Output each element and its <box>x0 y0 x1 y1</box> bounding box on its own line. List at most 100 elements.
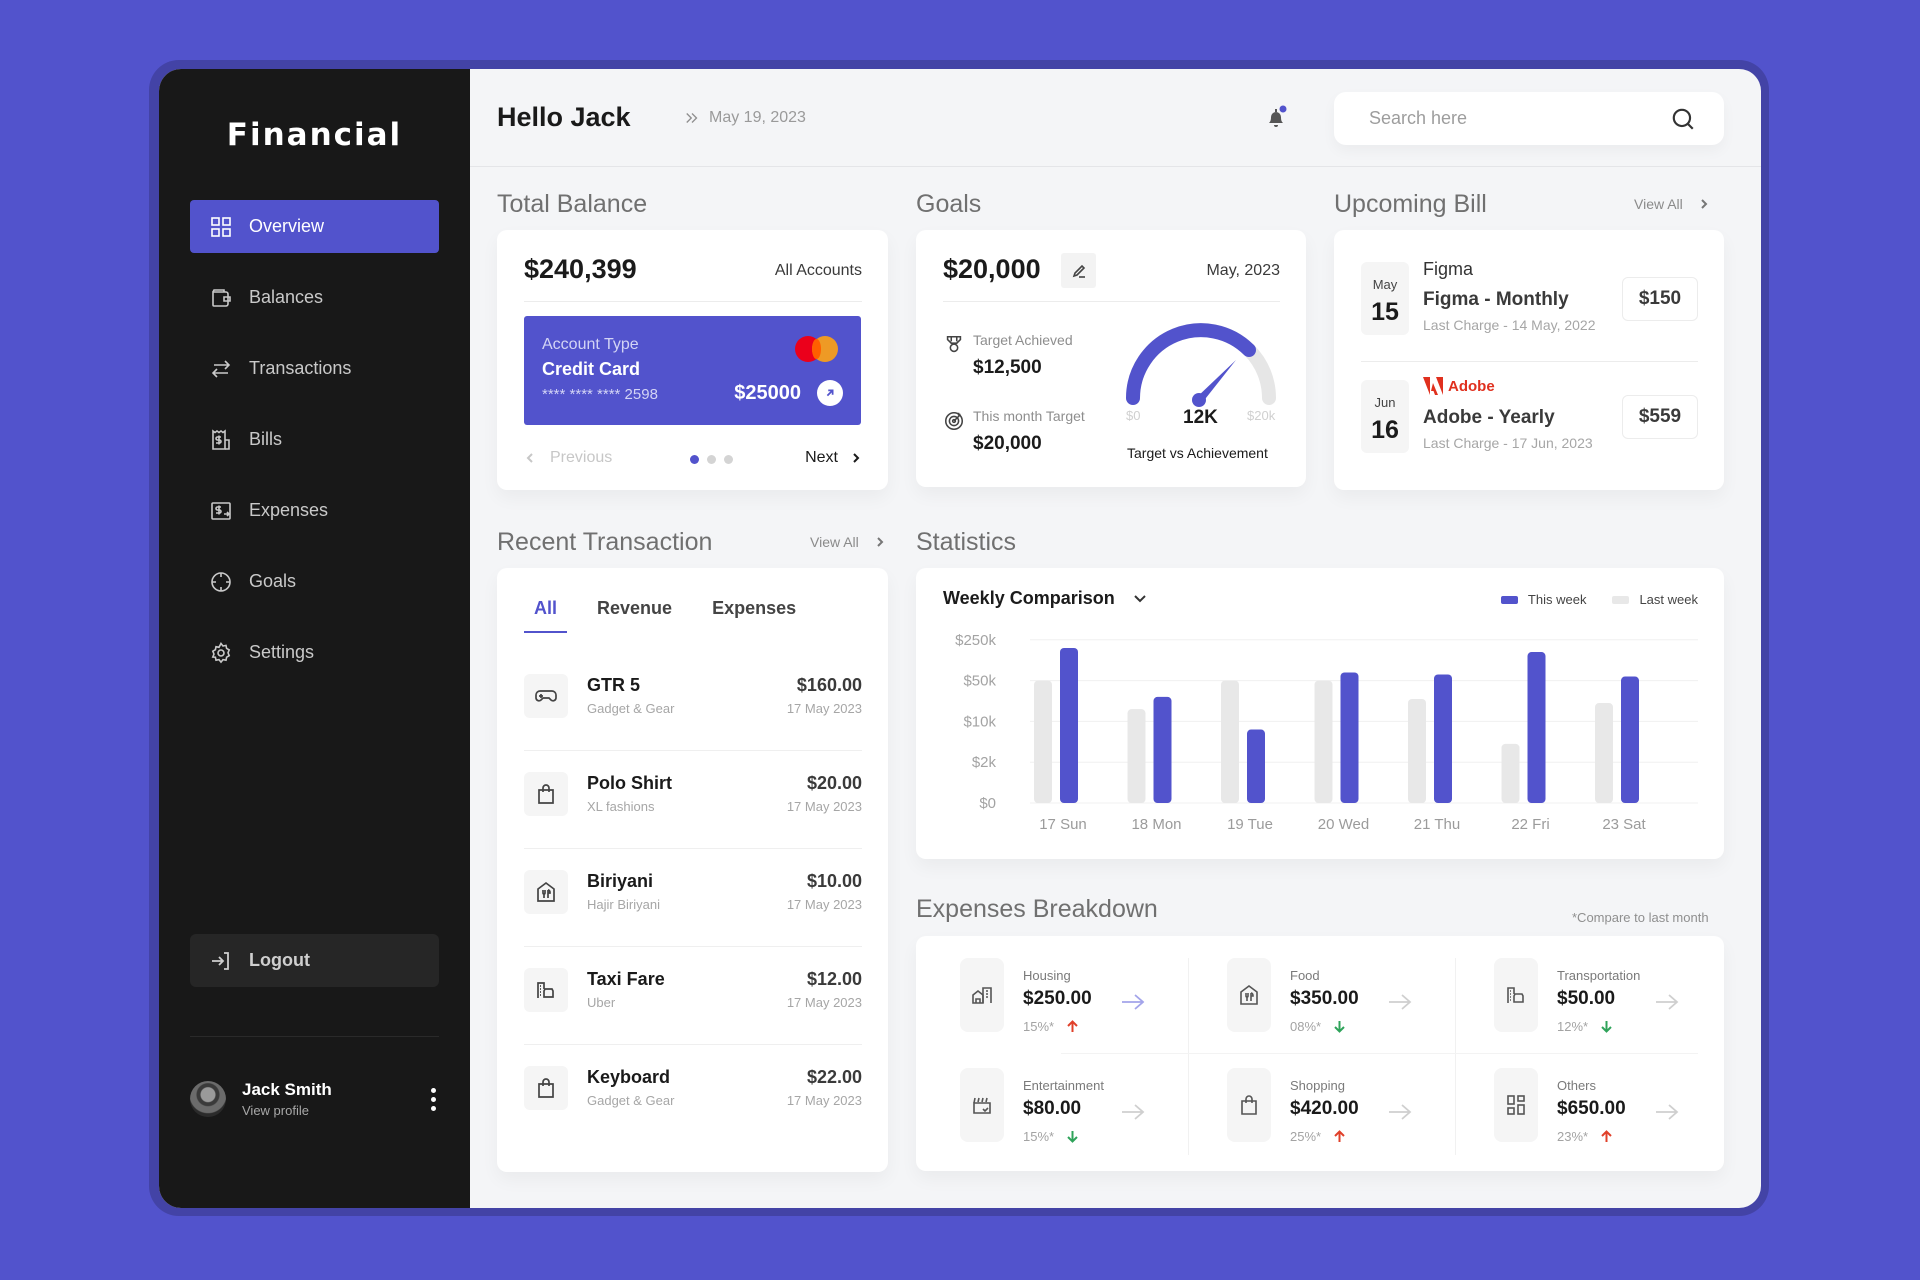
all-accounts-label[interactable]: All Accounts <box>774 262 862 279</box>
dropdown-label: Weekly Comparison <box>943 588 1115 608</box>
svg-text:$0: $0 <box>979 795 996 812</box>
transaction-row[interactable]: Keyboard Gadget & Gear $22.00 17 May 202… <box>524 1045 862 1143</box>
swap-arrows-icon <box>209 357 233 381</box>
goals-card: $20,000 May, 2023 Target Achieved $12,50… <box>916 230 1306 487</box>
search-box[interactable] <box>1334 92 1724 145</box>
transaction-amount: $12.00 <box>806 969 862 989</box>
bill-receipt-icon <box>209 428 233 452</box>
view-profile-link[interactable]: View profile <box>242 1103 309 1118</box>
transaction-row[interactable]: Polo Shirt XL fashions $20.00 17 May 202… <box>524 751 862 849</box>
sidebar-item-label: Expenses <box>249 500 329 520</box>
expense-item-food[interactable]: Food $350.00 08%* <box>1227 958 1467 1058</box>
transaction-name: Biriyani <box>587 871 654 891</box>
page-dot-1[interactable] <box>690 455 699 464</box>
credit-card[interactable]: Account Type Credit Card **** **** **** … <box>524 316 861 425</box>
chevron-right-icon <box>1701 199 1708 209</box>
arrow-right-icon[interactable] <box>1387 1102 1413 1122</box>
expense-item-entertainment[interactable]: Entertainment $80.00 15%* <box>960 1068 1200 1168</box>
sidebar-item-transactions[interactable]: Transactions <box>190 342 439 395</box>
trend-down-arrow-icon <box>1067 1131 1078 1143</box>
tab-expenses[interactable]: Expenses <box>712 598 797 618</box>
sidebar-item-overview[interactable]: Overview <box>190 200 439 253</box>
transaction-tabs: All Revenue Expenses <box>524 598 836 633</box>
next-button[interactable]: Next <box>805 449 862 467</box>
shopping-bag-icon <box>524 772 568 816</box>
previous-button[interactable]: Previous <box>524 449 612 467</box>
bill-last-charge: Last Charge - 14 May, 2022 <box>1423 317 1596 333</box>
sidebar-divider <box>190 1036 439 1037</box>
expense-item-transportation[interactable]: Transportation $50.00 12%* <box>1494 958 1734 1058</box>
page-dot-3[interactable] <box>724 455 733 464</box>
transaction-category: XL fashions <box>587 799 655 814</box>
notification-bell-icon[interactable] <box>1262 103 1290 131</box>
bill-amount[interactable]: $559 <box>1622 395 1698 439</box>
transactions-view-all-link[interactable]: View All <box>810 534 887 550</box>
sidebar-item-bills[interactable]: Bills <box>190 413 439 466</box>
tab-revenue[interactable]: Revenue <box>597 598 673 618</box>
bill-item[interactable]: May 15 Figma Figma - Monthly Last Charge… <box>1361 244 1698 335</box>
expense-amount: $420.00 <box>1290 1098 1359 1119</box>
expense-percent: 15%* <box>1023 1019 1079 1034</box>
arrow-right-icon[interactable] <box>1120 992 1146 1012</box>
logout-label: Logout <box>249 950 310 970</box>
arrow-right-icon[interactable] <box>1654 1102 1680 1122</box>
svg-text:19 Tue: 19 Tue <box>1227 816 1273 833</box>
expense-item-others[interactable]: Others $650.00 23%* <box>1494 1068 1734 1168</box>
sidebar-item-settings[interactable]: Settings <box>190 626 439 679</box>
svg-text:22 Fri: 22 Fri <box>1511 816 1549 833</box>
transaction-row[interactable]: Biriyani Hajir Biriyani $10.00 17 May 20… <box>524 849 862 947</box>
edit-goal-button[interactable] <box>1061 253 1096 288</box>
adobe-logo: Adobe <box>1423 377 1495 395</box>
expense-item-housing[interactable]: Housing $250.00 15%* <box>960 958 1200 1058</box>
gauge-caption: Target vs Achievement <box>1127 445 1268 461</box>
section-title-upcoming-bill: Upcoming Bill <box>1334 190 1487 218</box>
search-input[interactable] <box>1369 108 1670 129</box>
expense-amount: $80.00 <box>1023 1098 1082 1119</box>
sidebar-item-label: Transactions <box>249 358 352 378</box>
more-options-icon[interactable] <box>431 1087 437 1111</box>
sidebar-item-balances[interactable]: Balances <box>190 271 439 324</box>
legend-this-week: This week <box>1500 592 1586 607</box>
gamepad-icon <box>524 674 568 718</box>
transaction-row[interactable]: GTR 5 Gadget & Gear $160.00 17 May 2023 <box>524 653 862 751</box>
arrow-right-icon[interactable] <box>1654 992 1680 1012</box>
avatar[interactable] <box>190 1081 226 1117</box>
svg-text:$2k: $2k <box>972 754 997 771</box>
chevron-left-icon <box>526 453 533 463</box>
tab-all[interactable]: All <box>524 598 568 633</box>
bill-day: 15 <box>1371 298 1399 326</box>
svg-text:$10k: $10k <box>963 713 996 730</box>
transaction-date: 17 May 2023 <box>786 701 862 716</box>
taxi-icon <box>1494 958 1538 1032</box>
profile[interactable]: Jack Smith View profile <box>190 1077 439 1121</box>
expense-percent: 08%* <box>1290 1019 1346 1034</box>
bill-month: May <box>1372 277 1398 292</box>
expense-item-shopping[interactable]: Shopping $420.00 25%* <box>1227 1068 1467 1168</box>
month-target: This month Target $20,000 <box>943 408 1085 455</box>
search-icon[interactable] <box>1670 106 1696 132</box>
weekly-comparison-dropdown[interactable]: Weekly Comparison <box>943 588 1149 609</box>
transaction-name: Taxi Fare <box>587 969 665 989</box>
section-title-expenses-breakdown: Expenses Breakdown <box>916 895 1158 923</box>
figma-logo: Figma <box>1423 259 1474 279</box>
bill-amount[interactable]: $150 <box>1622 277 1698 321</box>
arrow-right-icon[interactable] <box>1120 1102 1146 1122</box>
transaction-row[interactable]: Taxi Fare Uber $12.00 17 May 2023 <box>524 947 862 1045</box>
logout-button[interactable]: Logout <box>190 934 439 987</box>
target-gauge <box>1126 323 1276 407</box>
bill-item[interactable]: Jun 16 Adobe Adobe - Yearly Last Charge … <box>1361 362 1698 453</box>
page-dot-2[interactable] <box>707 455 716 464</box>
taxi-icon <box>524 968 568 1012</box>
sidebar-item-goals[interactable]: Goals <box>190 555 439 608</box>
sidebar-item-expenses[interactable]: Expenses <box>190 484 439 537</box>
bills-view-all-link[interactable]: View All <box>1634 196 1711 212</box>
open-card-button[interactable] <box>817 380 843 406</box>
chevron-right-icon <box>853 453 860 463</box>
legend-label: Last week <box>1639 592 1698 607</box>
recent-transaction-card: All Revenue Expenses GTR 5 Gadget & Gear… <box>497 568 888 1172</box>
arrow-right-icon[interactable] <box>1387 992 1413 1012</box>
svg-text:18 Mon: 18 Mon <box>1131 816 1181 833</box>
expense-label: Transportation <box>1557 968 1641 983</box>
sidebar-item-label: Overview <box>249 216 325 236</box>
expense-label: Others <box>1557 1078 1597 1093</box>
